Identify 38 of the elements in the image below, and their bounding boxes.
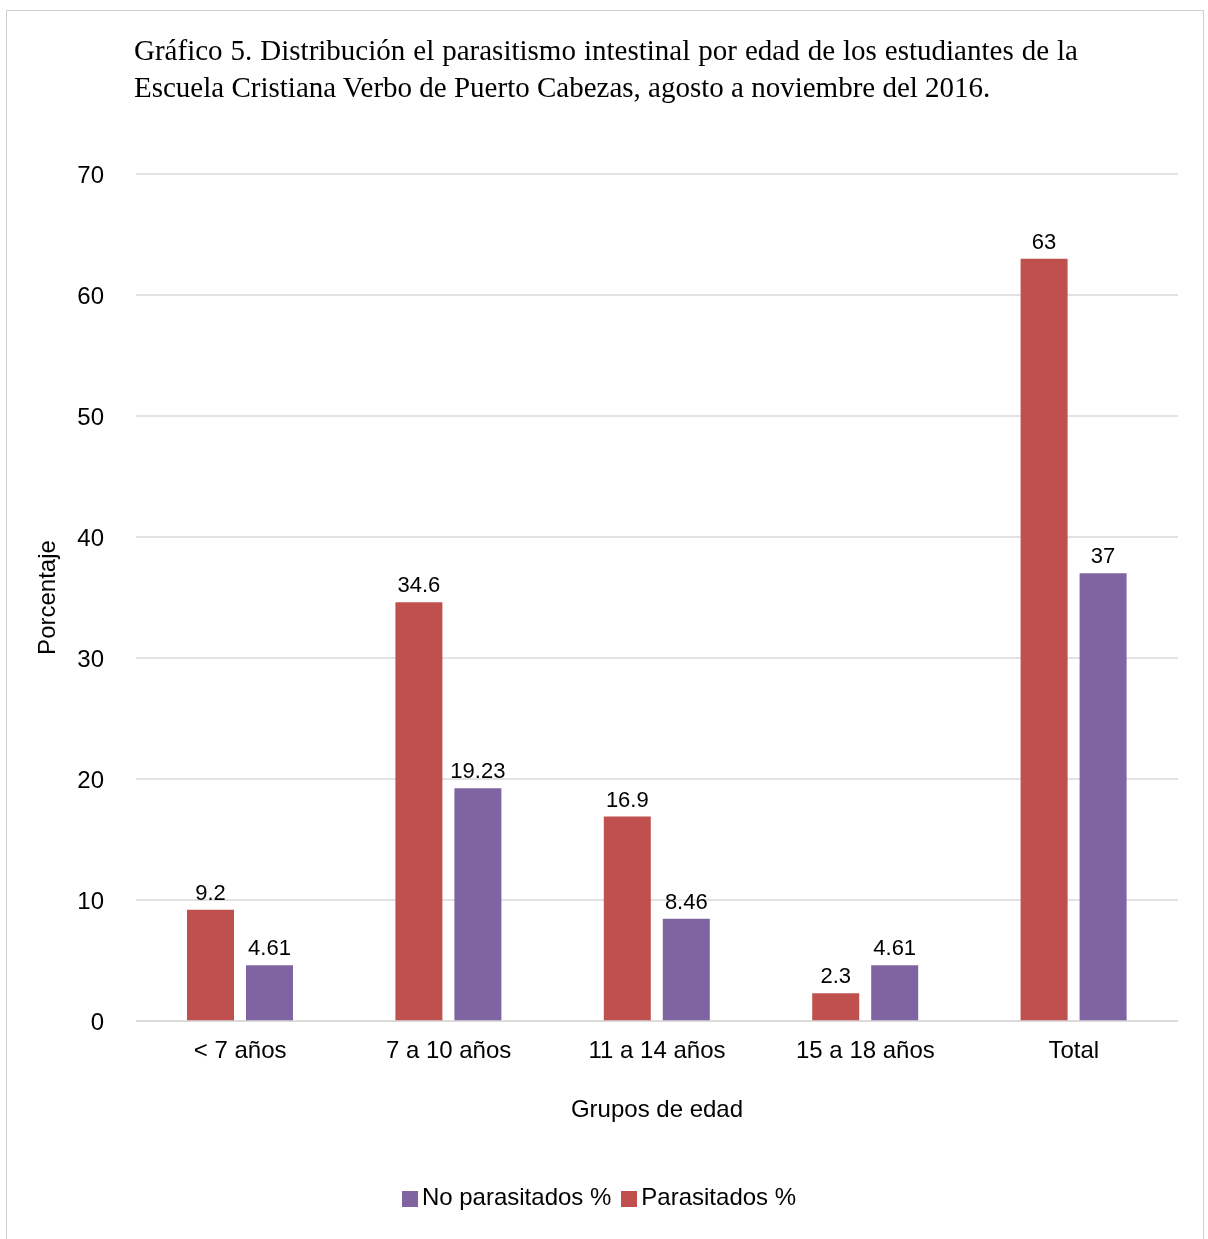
y-tick-label: 10 xyxy=(77,886,104,914)
data-label: 16.9 xyxy=(605,786,649,812)
bar xyxy=(603,816,651,1021)
data-label: 9.2 xyxy=(195,879,226,905)
x-axis-title: Grupos de edad xyxy=(570,1095,744,1122)
chart-title: Gráfico 5. Distribución el parasitismo intestinal por edad de los estudiantes de la Escuela Cristiana Verbo de Puerto Cabezas, agosto a noviembre del 2016. xyxy=(134,33,1078,105)
legend-label: No parasitados % xyxy=(421,1183,612,1210)
legend-label: Parasitados % xyxy=(641,1183,797,1210)
bar xyxy=(662,918,710,1021)
y-tick-label: 50 xyxy=(77,402,104,430)
y-tick-label: 0 xyxy=(90,1007,104,1035)
data-label: 37 xyxy=(1090,543,1116,569)
bar xyxy=(1079,573,1127,1021)
bar xyxy=(454,788,502,1021)
y-tick-label: 60 xyxy=(77,281,104,309)
bar xyxy=(812,993,860,1021)
y-axis-title: Porcentaje xyxy=(32,540,60,655)
bar xyxy=(871,965,919,1021)
y-tick-label: 70 xyxy=(77,160,104,188)
y-tick-label: 40 xyxy=(77,523,104,551)
data-label: 19.23 xyxy=(450,758,506,784)
bar xyxy=(187,909,234,1021)
bar xyxy=(395,602,443,1021)
data-label: 34.6 xyxy=(397,572,441,598)
x-tick-label: 15 a 18 años xyxy=(796,1036,935,1064)
bar xyxy=(1020,258,1068,1021)
y-tick-label: 30 xyxy=(77,644,104,672)
data-label: 4.61 xyxy=(248,935,291,961)
x-tick-label: Total xyxy=(1048,1036,1100,1064)
data-label: 8.46 xyxy=(664,888,708,914)
x-tick-label: 11 a 14 años xyxy=(588,1036,726,1064)
y-tick-label: 20 xyxy=(77,765,104,793)
data-label: 63 xyxy=(1031,228,1057,254)
bar xyxy=(246,965,293,1021)
data-label: 4.61 xyxy=(873,935,917,961)
x-tick-label: < 7 años xyxy=(193,1036,287,1064)
data-label: 2.3 xyxy=(820,963,851,989)
x-tick-label: 7 a 10 años xyxy=(385,1036,512,1064)
